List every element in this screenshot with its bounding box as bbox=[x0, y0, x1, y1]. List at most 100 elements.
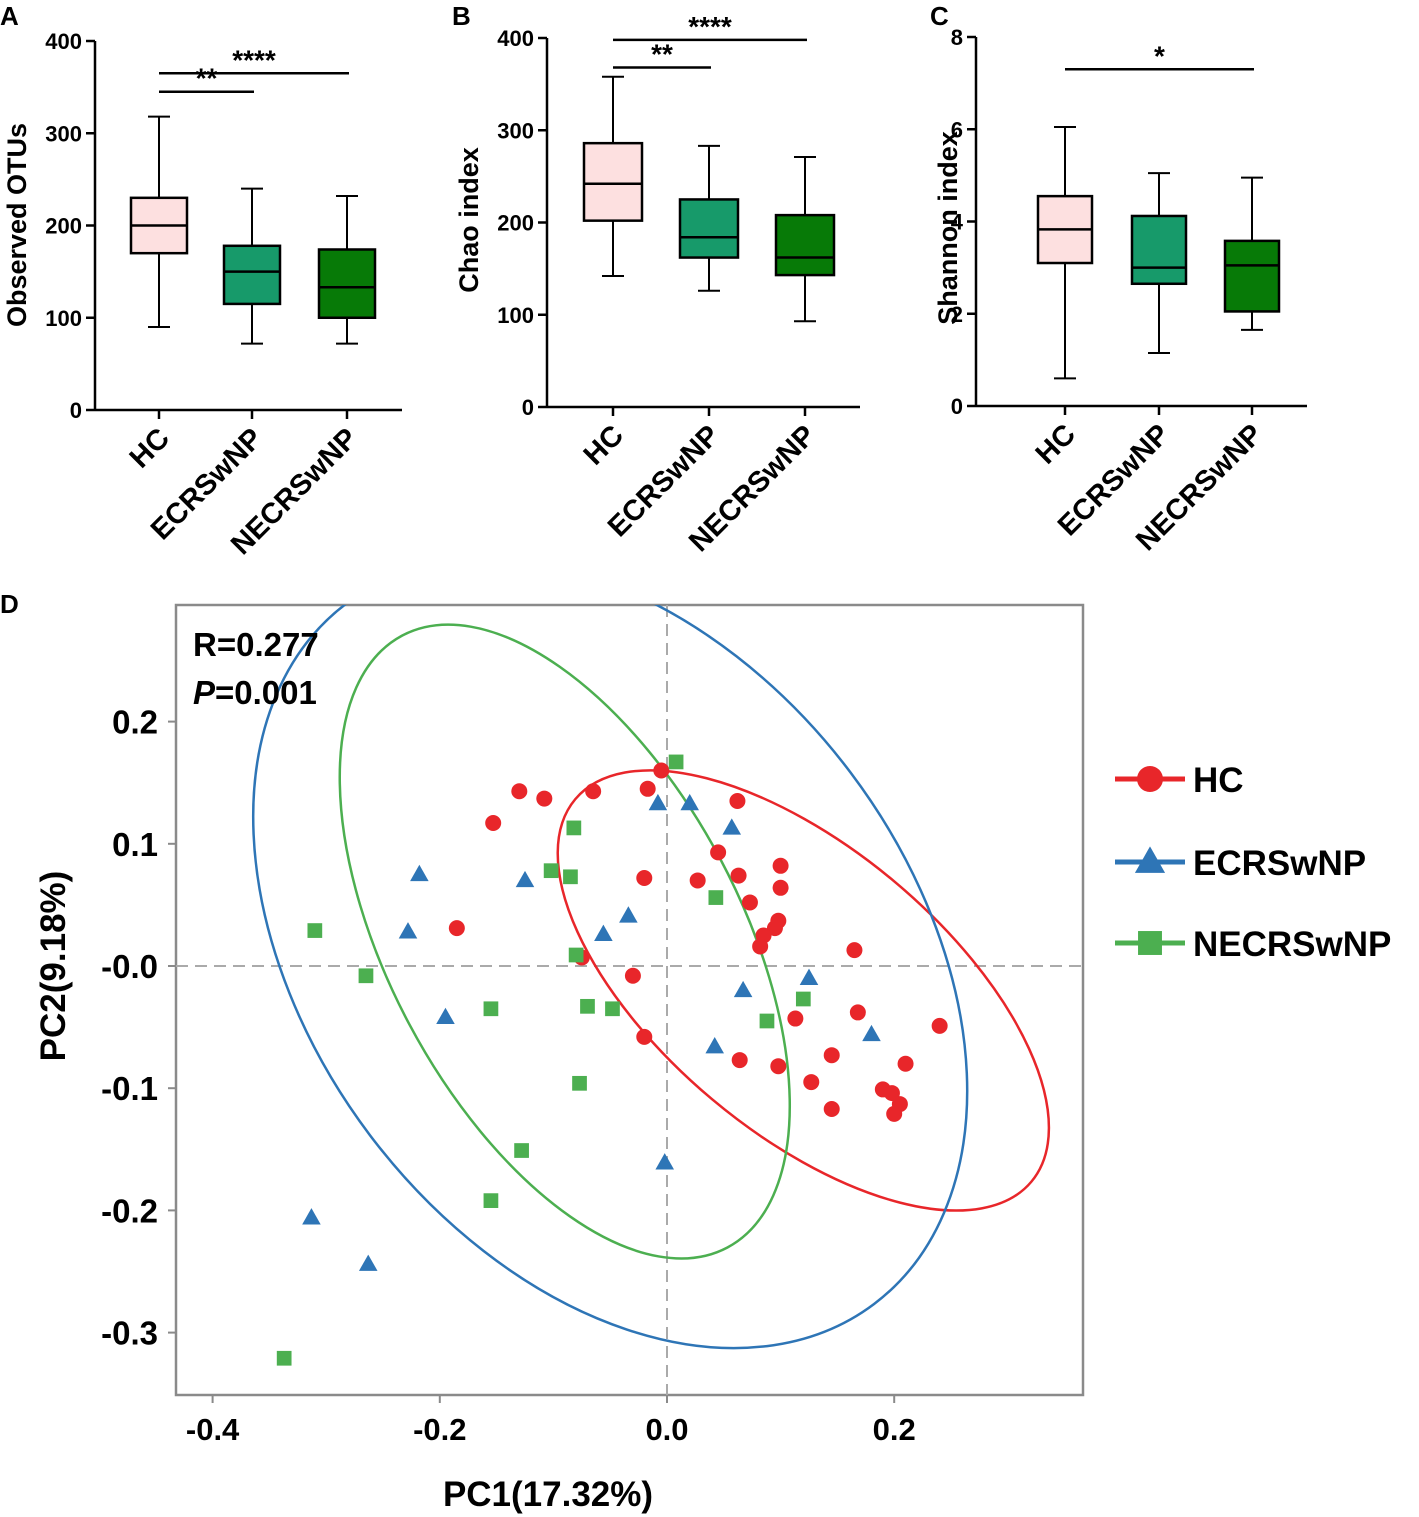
significance-label: **** bbox=[688, 11, 732, 42]
y-tick-label: 2 bbox=[951, 302, 963, 327]
legend-label: NECRSwNP bbox=[1193, 925, 1391, 964]
data-point-necrswnp bbox=[276, 1350, 292, 1366]
data-point-hc bbox=[886, 1105, 903, 1122]
data-point-ecrswnp bbox=[594, 924, 613, 941]
legend-entry-hc: HC bbox=[1115, 761, 1244, 800]
x-tick-label: -0.2 bbox=[413, 1412, 466, 1447]
data-point-ecrswnp bbox=[436, 1007, 455, 1025]
data-point-ecrswnp bbox=[862, 1024, 881, 1042]
data-point-ecrswnp bbox=[302, 1208, 321, 1225]
legend-marker bbox=[1137, 766, 1163, 792]
y-tick-label: 0.1 bbox=[112, 826, 158, 863]
data-point-necrswnp bbox=[483, 1001, 499, 1017]
data-point-necrswnp bbox=[668, 754, 684, 770]
panel-letter-a: A bbox=[0, 1, 19, 31]
data-point-hc bbox=[485, 815, 502, 832]
data-point-hc bbox=[585, 783, 602, 800]
y-tick-label: 0 bbox=[951, 394, 963, 419]
y-tick-label: -0.2 bbox=[101, 1192, 158, 1229]
confidence-ellipse-hc bbox=[556, 769, 1051, 1212]
data-point-hc bbox=[741, 894, 758, 911]
y-tick-label: 100 bbox=[45, 306, 82, 331]
legend-label: HC bbox=[1193, 761, 1244, 800]
data-point-ecrswnp bbox=[358, 1254, 378, 1271]
data-point-hc bbox=[536, 790, 553, 807]
data-point-hc bbox=[883, 1085, 900, 1102]
data-point-necrswnp bbox=[795, 991, 811, 1007]
y-axis-label: Observed OTUs bbox=[2, 123, 32, 327]
x-axis-label: PC1(17.32%) bbox=[443, 1475, 653, 1514]
data-point-hc bbox=[803, 1074, 820, 1091]
data-point-hc bbox=[752, 938, 769, 955]
x-tick-label: -0.4 bbox=[186, 1412, 240, 1447]
data-point-necrswnp bbox=[580, 998, 595, 1014]
data-point-hc bbox=[846, 942, 863, 959]
data-point-hc bbox=[710, 844, 727, 861]
box-iqr bbox=[582, 141, 644, 222]
data-point-hc bbox=[770, 1058, 787, 1075]
data-point-hc bbox=[772, 857, 789, 874]
data-point-necrswnp bbox=[759, 1013, 775, 1029]
data-point-hc bbox=[931, 1017, 948, 1034]
data-point-ecrswnp bbox=[733, 980, 753, 998]
y-tick-label: 6 bbox=[951, 117, 963, 142]
stat-p-value: =0.001 bbox=[215, 674, 317, 711]
legend-label: ECRSwNP bbox=[1193, 844, 1366, 883]
y-axis-label: PC2(9.18%) bbox=[34, 871, 73, 1062]
plot-frame bbox=[174, 603, 1085, 1397]
y-tick-label: -0.3 bbox=[101, 1315, 158, 1352]
y-tick-label: 100 bbox=[497, 303, 534, 328]
box-iqr bbox=[1223, 239, 1281, 313]
data-point-hc bbox=[766, 920, 783, 937]
data-point-hc bbox=[823, 1047, 840, 1064]
data-point-hc bbox=[787, 1010, 804, 1027]
data-point-hc bbox=[823, 1100, 840, 1117]
x-tick-label: HC bbox=[1030, 418, 1082, 470]
data-point-ecrswnp bbox=[705, 1037, 724, 1054]
data-point-hc bbox=[636, 870, 653, 887]
y-axis-label: Shannon index bbox=[933, 131, 963, 325]
significance-label: * bbox=[1154, 40, 1165, 71]
legend-marker bbox=[1138, 931, 1162, 955]
legend-entry-necrswnp: NECRSwNP bbox=[1115, 925, 1391, 964]
y-tick-label: 0 bbox=[70, 398, 82, 423]
data-point-hc bbox=[624, 967, 641, 984]
y-tick-label: 4 bbox=[951, 210, 964, 235]
data-point-necrswnp bbox=[563, 869, 578, 885]
data-point-ecrswnp bbox=[398, 922, 418, 939]
y-tick-label: -0.0 bbox=[101, 948, 158, 985]
y-tick-label: -0.1 bbox=[101, 1070, 158, 1107]
box-iqr bbox=[678, 198, 740, 259]
data-point-hc bbox=[730, 867, 747, 884]
data-point-hc bbox=[772, 879, 789, 896]
significance-label: **** bbox=[232, 44, 276, 75]
data-point-hc bbox=[639, 780, 656, 797]
legend-entry-ecrswnp: ECRSwNP bbox=[1115, 844, 1366, 883]
data-point-ecrswnp bbox=[680, 793, 699, 811]
data-point-ecrswnp bbox=[619, 906, 638, 923]
legend-marker bbox=[1134, 846, 1166, 873]
stat-p-symbol: P bbox=[193, 674, 216, 711]
x-tick-label: HC bbox=[578, 419, 630, 471]
data-point-ecrswnp bbox=[515, 870, 535, 888]
data-point-necrswnp bbox=[514, 1143, 529, 1158]
stat-p: P=0.001 bbox=[193, 674, 317, 711]
data-point-hc bbox=[653, 762, 670, 779]
plot-area bbox=[251, 605, 1051, 1366]
data-point-necrswnp bbox=[568, 947, 584, 963]
data-point-hc bbox=[636, 1028, 653, 1045]
data-point-ecrswnp bbox=[799, 968, 819, 985]
y-tick-label: 0 bbox=[522, 395, 534, 420]
data-point-necrswnp bbox=[572, 1075, 587, 1091]
data-point-necrswnp bbox=[543, 863, 559, 879]
data-point-hc bbox=[511, 783, 528, 800]
data-point-ecrswnp bbox=[410, 864, 429, 882]
y-axis-label: Chao index bbox=[454, 147, 484, 293]
y-tick-label: 200 bbox=[497, 211, 534, 236]
pcoa-scatter-d: R=0.277 P=0.001 0.2 0.1 -0.0 -0.1 -0.2 -0.3 -0.4… bbox=[34, 603, 1391, 1514]
data-point-ecrswnp bbox=[648, 793, 668, 811]
confidence-ellipse-ecrswnp bbox=[251, 605, 969, 1350]
data-point-hc bbox=[731, 1052, 748, 1069]
